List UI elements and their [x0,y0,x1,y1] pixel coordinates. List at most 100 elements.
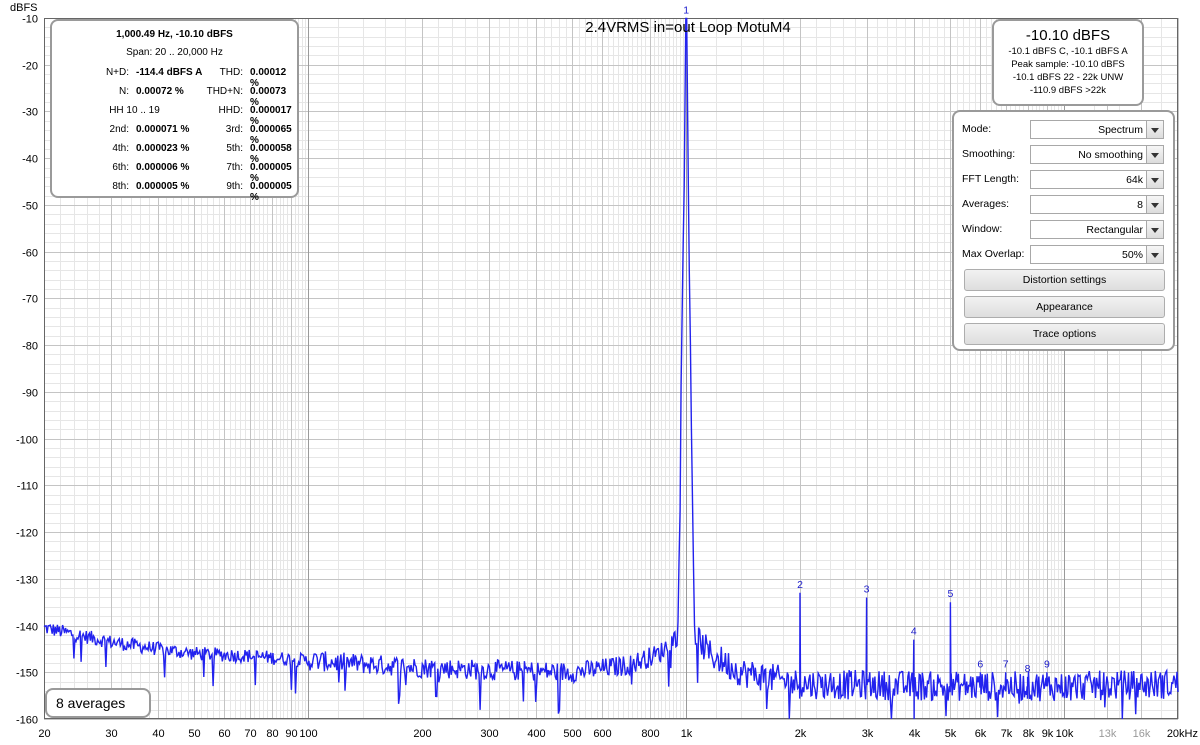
averages-indicator[interactable]: 8 averages [45,688,151,718]
fundamental-readout: 1,000.49 Hz, -10.10 dBFS [116,29,233,40]
stat-label: 8th: [112,181,129,192]
plot-border [44,18,1178,719]
stat-label: 3rd: [225,124,243,135]
stat-value: 0.00073 % [250,86,287,108]
setting-smoothing: Smoothing: No smoothing [962,145,1166,165]
stat-value: 0.000058 % [250,143,292,165]
fft-length-select[interactable]: 64k [1030,170,1164,189]
x-tick-label: 200 [413,728,431,740]
level-readout-panel[interactable]: -10.10 dBFS -10.1 dBFS C, -10.1 dBFS A P… [992,19,1144,106]
trace-options-button[interactable]: Trace options [964,323,1165,345]
y-tick-label: -150 [16,668,38,680]
setting-max-overlap: Max Overlap: 50% [962,245,1166,265]
chevron-down-icon[interactable] [1146,146,1163,163]
harmonic-marker-label: 1 [683,4,689,16]
stat-value: 0.000005 % [136,181,190,192]
distortion-stats-panel[interactable]: 1,000.49 Hz, -10.10 dBFS Span: 20 .. 20,… [50,19,299,203]
stat-value: 0.000071 % [136,124,190,135]
harmonic-marker-label: 3 [864,583,870,595]
x-tick-label: 70 [244,728,256,740]
stat-label: 4th: [112,143,129,154]
y-tick-label: -60 [22,248,38,260]
smoothing-select[interactable]: No smoothing [1030,145,1164,164]
setting-label: Smoothing: [962,148,1016,160]
x-tick-label: 9k [1042,728,1054,740]
select-value: Spectrum [1098,124,1143,136]
x-tick-label: 8k [1023,728,1035,740]
level-line: -110.9 dBFS >22k [1029,85,1107,96]
x-tick-label: 60 [218,728,230,740]
level-line: -10.1 dBFS 22 - 22k UNW [1012,72,1124,83]
x-tick-label: 20kHz [1167,728,1198,740]
mode-select[interactable]: Spectrum [1030,120,1164,139]
harmonic-marker-label: 2 [797,579,803,591]
setting-label: Mode: [962,123,992,135]
x-tick-label: 6k [975,728,987,740]
select-value: No smoothing [1078,149,1143,161]
max-overlap-select[interactable]: 50% [1030,245,1164,264]
y-tick-label: -160 [16,715,38,727]
distortion-settings-button[interactable]: Distortion settings [964,269,1165,291]
x-tick-label: 90 [285,728,297,740]
x-tick-label: 16k [1133,728,1151,740]
setting-averages: Averages: 8 [962,195,1166,215]
x-tick-label: 80 [266,728,278,740]
select-value: Rectangular [1086,224,1143,236]
chevron-down-icon[interactable] [1146,221,1163,238]
averages-select[interactable]: 8 [1030,195,1164,214]
chevron-down-icon[interactable] [1146,171,1163,188]
x-tick-label: 30 [105,728,117,740]
x-tick-label: 50 [188,728,200,740]
x-tick-label: 13k [1099,728,1117,740]
stats-row: 4th: 0.000023 % 5th: 0.000058 % [52,143,297,165]
select-value: 8 [1137,199,1143,211]
spectrum-settings-panel: Mode: Spectrum Smoothing: No smoothing F… [952,110,1175,351]
x-tick-label: 100 [299,728,317,740]
window-select[interactable]: Rectangular [1030,220,1164,239]
stat-value: 0.00012 % [250,67,287,89]
stat-label: THD+N: [206,86,243,97]
setting-label: Window: [962,223,1003,235]
appearance-button[interactable]: Appearance [964,296,1165,318]
hh-range-label: HH 10 .. 19 [109,105,160,116]
x-tick-label: 10k [1056,728,1074,740]
setting-window: Window: Rectangular [962,220,1166,240]
chevron-down-icon[interactable] [1146,121,1163,138]
level-line: Peak sample: -10.10 dBFS [1011,59,1125,70]
stats-row: 6th: 0.000006 % 7th: 0.000005 % [52,162,297,184]
stat-label: 9th: [226,181,243,192]
chevron-down-icon[interactable] [1146,196,1163,213]
x-tick-label: 5k [945,728,957,740]
harmonic-marker-label: 8 [1025,663,1031,675]
harmonic-marker-label: 6 [977,658,983,670]
stat-value: 0.000006 % [136,162,190,173]
y-tick-label: -20 [22,61,38,73]
y-tick-label: -130 [16,575,38,587]
y-tick-label: -40 [22,154,38,166]
setting-label: Averages: [962,198,1010,210]
harmonic-marker-label: 7 [1003,658,1009,670]
select-value: 64k [1126,174,1143,186]
stat-value: 0.000017 % [250,105,292,127]
y-axis-unit: dBFS [10,2,38,14]
stat-value: 0.000023 % [136,143,190,154]
stats-row: N+D: -114.4 dBFS A THD: 0.00012 % [52,67,297,89]
chevron-down-icon[interactable] [1146,246,1163,263]
stat-value: 0.000005 % [250,162,292,184]
y-tick-label: -120 [16,528,38,540]
setting-label: FFT Length: [962,173,1020,185]
x-tick-label: 600 [593,728,611,740]
x-tick-label: 2k [795,728,807,740]
x-tick-label: 40 [152,728,164,740]
stats-row: 8th: 0.000005 % 9th: 0.000005 % [52,181,297,203]
stat-label: N: [119,86,129,97]
x-tick-label: 500 [563,728,581,740]
chart-title: 2.4VRMS in=out Loop MotuM4 [585,19,791,36]
span-readout: Span: 20 .. 20,000 Hz [126,47,223,58]
x-tick-label: 3k [862,728,874,740]
spectrum-trace [43,17,1179,720]
x-tick-label: 4k [909,728,921,740]
stat-label: 2nd: [109,124,129,135]
stat-label: HHD: [218,105,243,116]
main-level: -10.10 dBFS [1025,27,1111,44]
